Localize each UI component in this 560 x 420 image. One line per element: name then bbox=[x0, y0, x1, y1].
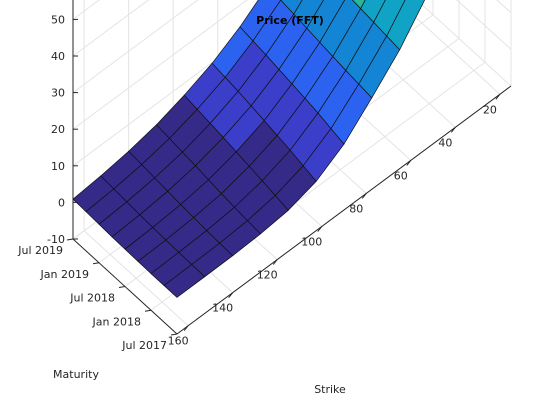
x-tick-label: 160 bbox=[168, 335, 189, 348]
z-tick-label: 40 bbox=[51, 50, 65, 63]
surface-patch bbox=[352, 0, 366, 10]
y-tick-mark bbox=[118, 286, 126, 288]
x-tick-label: 80 bbox=[349, 202, 363, 215]
z-tick-label: 20 bbox=[51, 123, 65, 136]
y-tick-label: Jul 2018 bbox=[69, 292, 115, 305]
surface-patches bbox=[72, 0, 426, 298]
z-tick-label: 30 bbox=[51, 87, 65, 100]
x-tick-label: 120 bbox=[257, 269, 278, 282]
x-tick-mark bbox=[406, 160, 412, 166]
y-tick-mark bbox=[92, 262, 100, 265]
x-tick-label: 140 bbox=[212, 302, 233, 315]
y-tick-label: Jul 2017 bbox=[121, 339, 167, 352]
z-tick-label: 0 bbox=[58, 196, 65, 209]
y-tick-mark bbox=[66, 238, 74, 241]
z-tick-label: 10 bbox=[51, 160, 65, 173]
x-tick-mark bbox=[361, 193, 367, 199]
surface-patch bbox=[373, 0, 406, 37]
x-tick-label: 20 bbox=[483, 103, 497, 116]
y-tick-label: Jan 2019 bbox=[40, 268, 89, 281]
y-tick-mark bbox=[144, 309, 152, 312]
x-tick-mark bbox=[317, 226, 323, 232]
x-tick-mark bbox=[228, 292, 234, 298]
x-tick-mark bbox=[183, 325, 189, 332]
chart-title: Price (FFT) bbox=[256, 14, 324, 27]
x-tick-label: 60 bbox=[394, 169, 408, 182]
x-tick-mark bbox=[450, 127, 456, 133]
x-tick-label: 100 bbox=[301, 236, 322, 249]
y-tick-mark bbox=[170, 333, 178, 336]
x-tick-mark bbox=[272, 259, 278, 265]
z-tick-label: 50 bbox=[51, 13, 65, 26]
y-tick-label: Jan 2018 bbox=[92, 315, 141, 328]
surface-patch bbox=[386, 0, 426, 51]
surface-patch bbox=[360, 0, 386, 23]
surface-patch bbox=[280, 0, 303, 15]
x-axis-label: Strike bbox=[314, 383, 346, 396]
y-axis-label: Maturity bbox=[53, 368, 99, 381]
surface-patch bbox=[293, 0, 324, 29]
z-tick-label: -10 bbox=[47, 233, 65, 246]
x-tick-mark bbox=[495, 93, 501, 100]
y-tick-label: Jul 2019 bbox=[17, 244, 63, 257]
x-tick-label: 40 bbox=[438, 136, 452, 149]
